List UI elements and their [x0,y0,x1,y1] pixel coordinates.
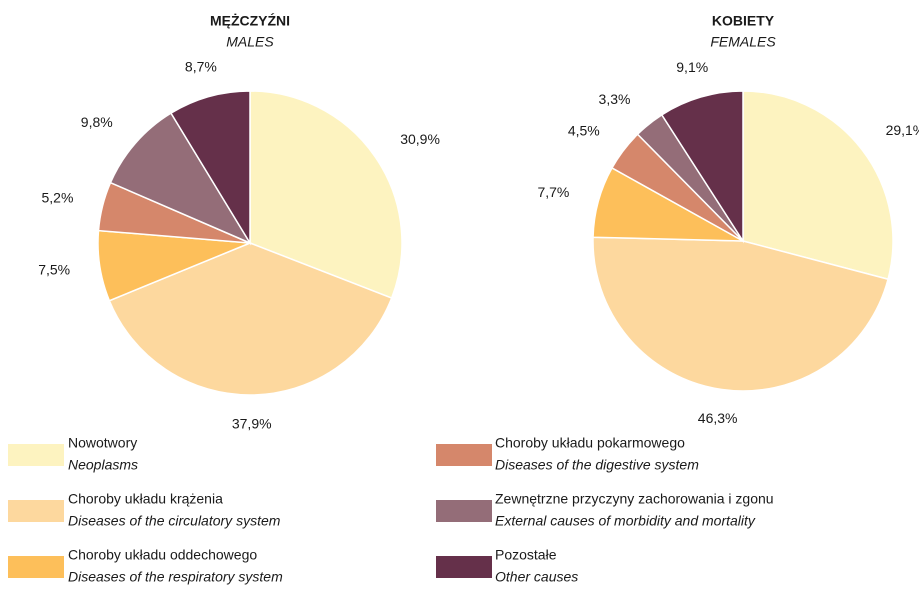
value-label: 7,7% [537,184,569,200]
chart-subtitle: MALES [226,34,274,50]
value-label: 7,5% [38,262,70,278]
value-label: 5,2% [42,190,74,206]
chart-title: KOBIETY [712,13,775,29]
value-label: 8,7% [185,58,217,74]
chart-title: MĘŻCZYŹNI [210,13,290,29]
pie-slice [249,90,403,300]
pie-slice [169,90,251,246]
legend-swatch [8,444,64,466]
legend-label: Choroby układu oddechowego [68,547,257,563]
legend-translation: Diseases of the circulatory system [68,513,281,529]
legend-translation: External causes of morbidity and mortali… [495,513,756,529]
pie-slice [109,112,252,245]
legend-translation: Diseases of the digestive system [495,457,699,473]
legend-translation: Diseases of the respiratory system [68,569,283,585]
value-label: 9,8% [81,114,113,130]
legend-swatch [436,500,492,522]
legend-swatch [8,556,64,578]
pie-slice [592,236,889,392]
legend-label: Nowotwory [68,435,137,451]
value-label: 30,9% [400,131,440,147]
value-label: 29,1% [886,122,919,138]
legend-translation: Other causes [495,569,578,585]
legend-label: Choroby układu krążenia [68,491,223,507]
legend-swatch [436,444,492,466]
legend-swatch [436,556,492,578]
legend-swatch [8,500,64,522]
legend-label: Choroby układu pokarmowego [495,435,685,451]
value-label: 3,3% [599,91,631,107]
value-label: 4,5% [568,123,600,139]
legend-translation: Neoplasms [68,457,138,473]
value-label: 37,9% [232,416,272,432]
pie-slice [660,90,744,244]
value-label: 46,3% [698,410,738,426]
pie-slice [108,242,393,396]
chart-subtitle: FEMALES [710,34,776,50]
value-label: 9,1% [676,59,708,75]
pie-slice [742,90,894,281]
legend-label: Zewnętrzne przyczyny zachorowania i zgon… [495,491,774,507]
legend-label: Pozostałe [495,547,557,563]
